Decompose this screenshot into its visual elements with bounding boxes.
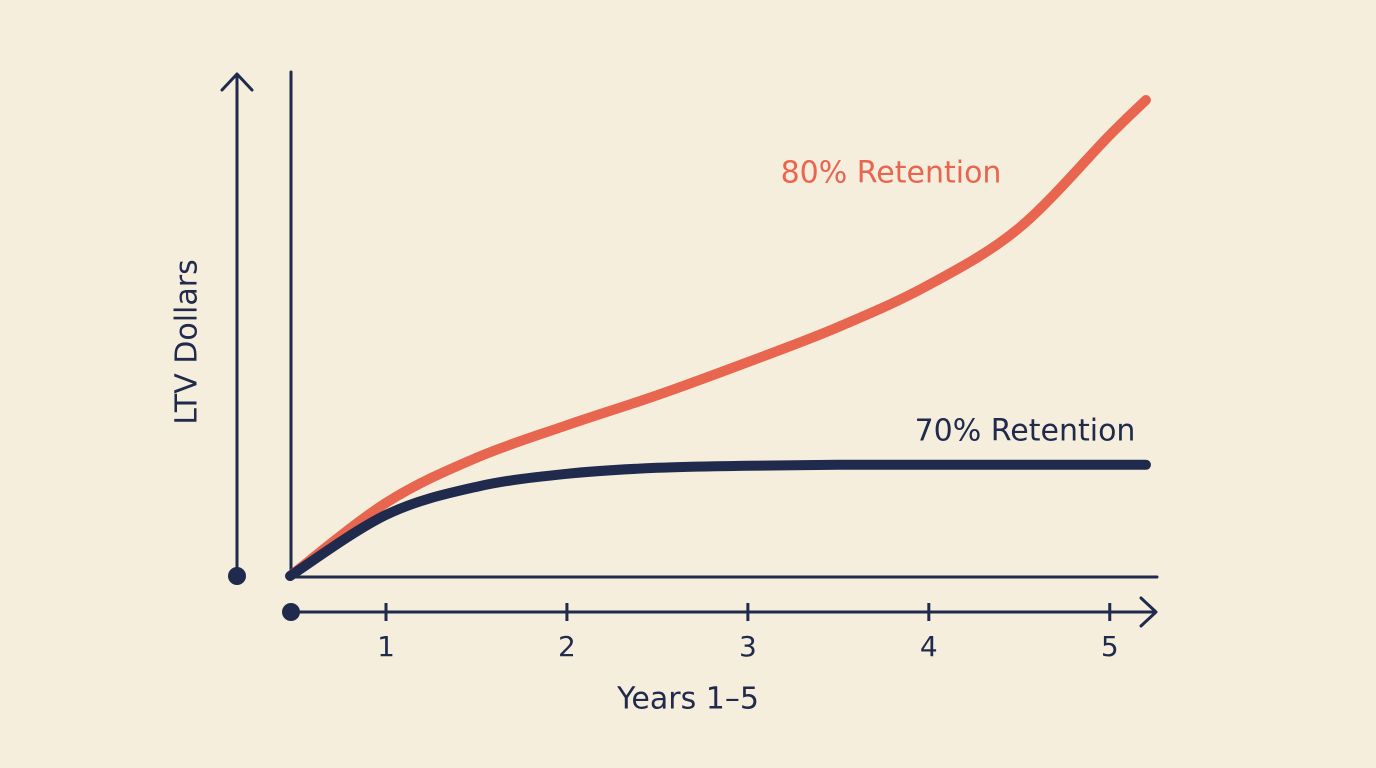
y-axis-label: LTV Dollars [170,259,205,424]
y-axis-origin-dot [228,567,246,585]
series-line [285,95,1151,581]
x-axis-origin-dot [282,603,300,621]
series-label: 70% Retention [915,414,1136,449]
x-tick-label: 4 [920,630,938,663]
x-tick-label: 5 [1101,630,1119,663]
x-tick-label: 3 [739,630,757,663]
series-line [285,459,1151,581]
x-axis-label: Years 1–5 [616,682,759,717]
x-tick-label: 2 [558,630,576,663]
series-label: 80% Retention [781,156,1002,191]
x-tick-label: 1 [377,630,395,663]
x-axis-arrowhead [1139,596,1158,628]
y-axis-arrowhead [220,72,254,92]
